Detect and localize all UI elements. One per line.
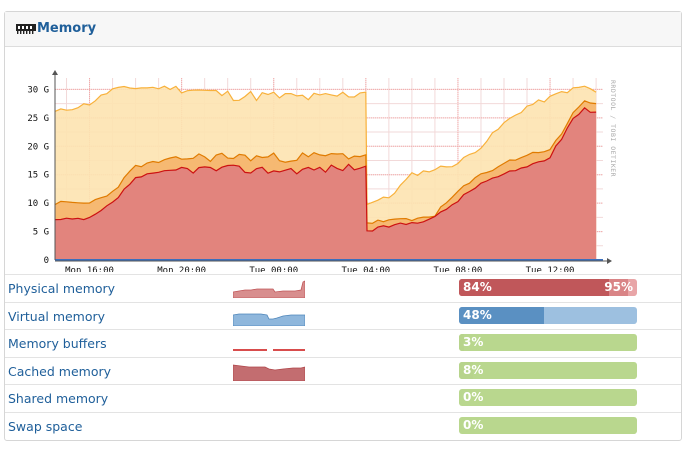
y-tick-label: 25 G [27, 114, 49, 124]
sparkline-physical [233, 280, 305, 298]
stat-row-memory-buffers: Memory buffers 3% [5, 329, 681, 357]
usage-bar: 0% [459, 417, 637, 434]
panel-header: Memory [5, 12, 681, 47]
sparkline-area [233, 280, 305, 298]
x-axis-arrow [607, 258, 612, 264]
y-tick-label: 5 G [33, 228, 49, 238]
x-tick-label: Mon 20:00 [157, 266, 206, 272]
memory-chart: 0 5 G 10 G 15 G 20 G 25 G 30 G Mon 16:00 Mon 20:… [5, 50, 681, 272]
rrdtool-watermark: RRDTOOL / TOBI OETIKER [609, 80, 617, 177]
sparkline-cached [233, 364, 305, 381]
usage-bar-track [459, 361, 637, 379]
series-area-physical [55, 107, 597, 260]
memory-panel: Memory 0 5 G 10 G 15 G 20 G 25 G 30 G Mon 16:00… [4, 11, 682, 441]
stat-label[interactable]: Memory buffers [8, 336, 107, 352]
sparkline-virtual [233, 313, 305, 326]
usage-percent: 84% [463, 280, 492, 294]
usage-bar-track [459, 389, 637, 407]
stat-label[interactable]: Shared memory [8, 391, 109, 407]
usage-bar-track [459, 417, 637, 434]
usage-percent: 48% [463, 307, 492, 322]
stat-row-physical-memory: Physical memory 84% 95% [5, 274, 681, 302]
x-tick-label: Tue 08:00 [434, 266, 483, 272]
series-line-virtual [54, 85, 597, 206]
x-tick-label: Tue 04:00 [341, 266, 390, 272]
usage-bar-fill [459, 334, 465, 352]
panel-title[interactable]: Memory [37, 21, 97, 36]
usage-bar-fill [459, 361, 474, 379]
y-tick-label: 30 G [27, 85, 49, 95]
stat-row-swap-space: Swap space 0% [5, 412, 681, 440]
stat-label[interactable]: Swap space [8, 419, 83, 434]
sparkline-area [233, 364, 305, 381]
stat-label[interactable]: Physical memory [8, 281, 116, 296]
usage-bar-fill [459, 279, 609, 296]
stat-label[interactable]: Virtual memory [8, 308, 106, 324]
y-tick-label: 10 G [27, 199, 49, 209]
usage-bar-fill [459, 306, 545, 324]
stat-label[interactable]: Cached memory [8, 363, 112, 379]
usage-bar: 8% [459, 361, 637, 379]
usage-bar: 0% [459, 389, 637, 407]
usage-percent: 0% [463, 418, 484, 432]
y-tick-label: 0 [44, 256, 49, 266]
stat-row-shared-memory: Shared memory 0% [5, 384, 681, 412]
y-tick-label: 20 G [27, 142, 49, 152]
series-line-cached [54, 100, 597, 224]
usage-bar: 84% 95% [459, 279, 637, 296]
x-tick-label: Tue 00:00 [249, 266, 298, 272]
y-tick-label: 15 G [27, 171, 49, 181]
stat-row-virtual-memory: Virtual memory 48% [5, 301, 681, 330]
series-line-physical [54, 106, 597, 232]
usage-percent: 8% [463, 362, 484, 377]
x-tick-label: Tue 12:00 [526, 266, 575, 272]
y-axis-arrow [52, 70, 58, 75]
stat-row-cached-memory: Cached memory 8% [5, 356, 681, 385]
sparkline-area [233, 313, 305, 326]
usage-percent: 3% [463, 335, 484, 350]
usage-percent: 0% [463, 390, 484, 405]
sparkline-buffers [233, 349, 305, 351]
usage-bar: 48% [459, 306, 637, 324]
usage-bar: 3% [459, 334, 637, 352]
usage-total-percent: 95% [604, 280, 633, 294]
memory-module-icon [16, 24, 36, 34]
x-tick-label: Mon 16:00 [65, 266, 114, 272]
memory-chart-svg: 0 5 G 10 G 15 G 20 G 25 G 30 G Mon 16:00 Mon 20:… [27, 70, 617, 272]
usage-bar-track [459, 334, 637, 352]
